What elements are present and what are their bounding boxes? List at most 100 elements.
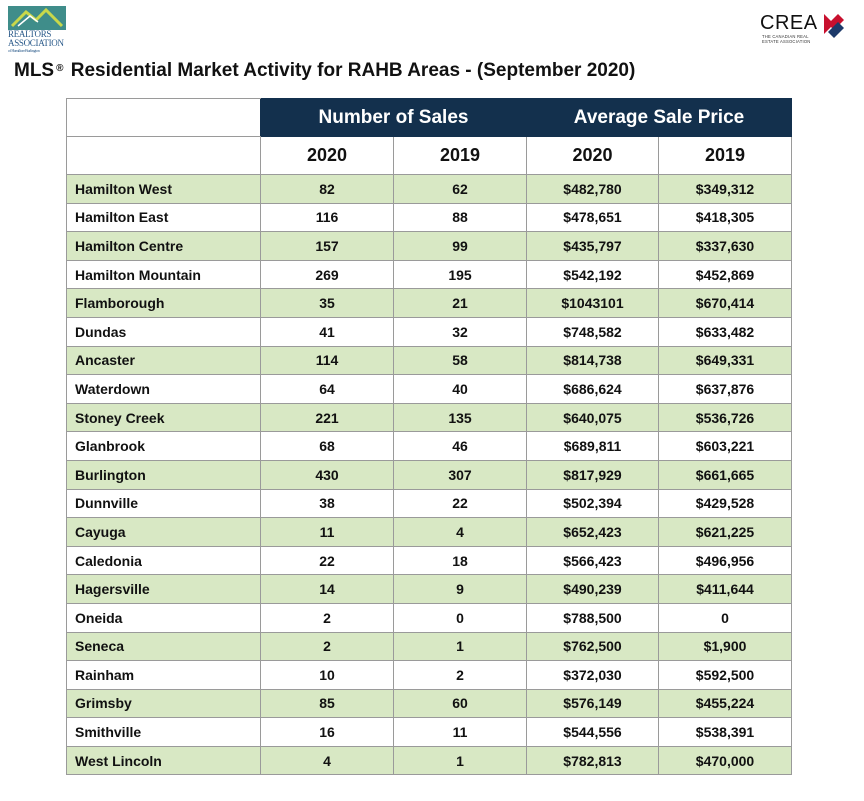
cell-area: Hamilton Mountain: [66, 259, 261, 290]
house-roof-icon: [8, 6, 66, 30]
cell-area: Flamborough: [66, 288, 261, 318]
cell-sales-2019: 1: [393, 631, 527, 662]
cell-sales-2019: 32: [393, 316, 527, 347]
crea-subtitle: THE CANADIAN REAL ESTATE ASSOCIATION: [762, 34, 832, 44]
cell-sales-2020: 64: [260, 374, 394, 404]
cell-price-2019: $633,482: [658, 316, 792, 347]
cell-sales-2019: 88: [393, 202, 527, 233]
cell-price-2020: $817,929: [526, 459, 659, 490]
crea-diamond-icon: [824, 14, 844, 38]
cell-price-2020: $686,624: [526, 374, 659, 404]
cell-area: Hamilton West: [66, 174, 261, 204]
year-header-price-2020: 2020: [526, 136, 659, 175]
cell-price-2019: $536,726: [658, 402, 792, 433]
crea-sub-line-1: THE CANADIAN REAL: [762, 34, 809, 39]
realtors-logo-text: REALTORS ASSOCIATION of Hamilton-Burling…: [8, 30, 70, 54]
table-row: Hamilton East 116 88 $478,651 $418,305: [66, 202, 792, 233]
cell-price-2019: $661,665: [658, 459, 792, 490]
year-header-row: 2020 2019 2020 2019: [66, 136, 792, 175]
cell-sales-2019: 18: [393, 545, 527, 576]
cell-price-2020: $490,239: [526, 574, 659, 604]
cell-price-2020: $478,651: [526, 202, 659, 233]
cell-sales-2020: 85: [260, 688, 394, 719]
cell-sales-2020: 11: [260, 517, 394, 547]
table-row: West Lincoln 4 1 $782,813 $470,000: [66, 745, 792, 776]
table-row: Flamborough 35 21 $1043101 $670,414: [66, 288, 792, 318]
cell-price-2020: $788,500: [526, 602, 659, 633]
group-header-row: Number of Sales Average Sale Price: [66, 98, 792, 137]
cell-price-2019: $337,630: [658, 231, 792, 261]
cell-sales-2020: 82: [260, 174, 394, 204]
cell-area: Dundas: [66, 316, 261, 347]
average-sale-price-header: Average Sale Price: [526, 98, 792, 137]
cell-sales-2019: 62: [393, 174, 527, 204]
cell-price-2019: $452,869: [658, 259, 792, 290]
cell-sales-2019: 4: [393, 517, 527, 547]
cell-sales-2019: 1: [393, 745, 527, 776]
cell-sales-2020: 14: [260, 574, 394, 604]
cell-price-2019: $592,500: [658, 660, 792, 690]
cell-sales-2020: 430: [260, 459, 394, 490]
year-header-sales-2020: 2020: [260, 136, 394, 175]
cell-price-2019: $621,225: [658, 517, 792, 547]
realtors-association-logo: REALTORS ASSOCIATION of Hamilton-Burling…: [8, 6, 70, 56]
cell-area: Burlington: [66, 459, 261, 490]
cell-sales-2019: 2: [393, 660, 527, 690]
cell-sales-2020: 2: [260, 602, 394, 633]
cell-sales-2019: 40: [393, 374, 527, 404]
cell-sales-2020: 157: [260, 231, 394, 261]
cell-price-2019: $349,312: [658, 174, 792, 204]
crea-sub-line-2: ESTATE ASSOCIATION: [762, 39, 811, 44]
cell-sales-2019: 58: [393, 345, 527, 376]
cell-area: Smithville: [66, 717, 261, 747]
cell-sales-2019: 22: [393, 488, 527, 519]
table-row: Dundas 41 32 $748,582 $633,482: [66, 316, 792, 347]
cell-sales-2020: 2: [260, 631, 394, 662]
cell-price-2019: $429,528: [658, 488, 792, 519]
cell-area: Stoney Creek: [66, 402, 261, 433]
table-row: Cayuga 11 4 $652,423 $621,225: [66, 517, 792, 547]
cell-price-2019: $496,956: [658, 545, 792, 576]
table-row: Hagersville 14 9 $490,239 $411,644: [66, 574, 792, 604]
page-title: MLS ® Residential Market Activity for RAH…: [14, 60, 635, 82]
cell-sales-2019: 21: [393, 288, 527, 318]
cell-price-2019: $649,331: [658, 345, 792, 376]
cell-price-2019: $455,224: [658, 688, 792, 719]
cell-sales-2019: 0: [393, 602, 527, 633]
blank-header-cell: [66, 98, 261, 137]
cell-area: Hamilton Centre: [66, 231, 261, 261]
cell-sales-2020: 38: [260, 488, 394, 519]
table-row: Rainham 10 2 $372,030 $592,500: [66, 660, 792, 690]
cell-price-2019: $1,900: [658, 631, 792, 662]
cell-sales-2020: 221: [260, 402, 394, 433]
cell-sales-2019: 9: [393, 574, 527, 604]
table-row: Waterdown 64 40 $686,624 $637,876: [66, 374, 792, 404]
cell-price-2019: 0: [658, 602, 792, 633]
cell-price-2020: $372,030: [526, 660, 659, 690]
logo-line-3: of Hamilton-Burlington: [8, 48, 40, 53]
cell-area: Seneca: [66, 631, 261, 662]
cell-price-2020: $782,813: [526, 745, 659, 776]
cell-price-2020: $1043101: [526, 288, 659, 318]
cell-price-2020: $640,075: [526, 402, 659, 433]
table-row: Burlington 430 307 $817,929 $661,665: [66, 459, 792, 490]
cell-price-2019: $637,876: [658, 374, 792, 404]
year-header-sales-2019: 2019: [393, 136, 527, 175]
cell-sales-2020: 35: [260, 288, 394, 318]
cell-price-2020: $689,811: [526, 431, 659, 461]
cell-sales-2020: 68: [260, 431, 394, 461]
cell-sales-2020: 269: [260, 259, 394, 290]
cell-price-2019: $470,000: [658, 745, 792, 776]
table-row: Smithville 16 11 $544,556 $538,391: [66, 717, 792, 747]
cell-price-2019: $603,221: [658, 431, 792, 461]
cell-price-2020: $748,582: [526, 316, 659, 347]
table-row: Hamilton West 82 62 $482,780 $349,312: [66, 174, 792, 204]
cell-sales-2019: 11: [393, 717, 527, 747]
title-prefix: MLS: [14, 60, 55, 81]
registered-mark: ®: [56, 63, 64, 74]
table-row: Stoney Creek 221 135 $640,075 $536,726: [66, 402, 792, 433]
table-row: Glanbrook 68 46 $689,811 $603,221: [66, 431, 792, 461]
cell-price-2020: $566,423: [526, 545, 659, 576]
table-row: Grimsby 85 60 $576,149 $455,224: [66, 688, 792, 719]
market-activity-table: Number of Sales Average Sale Price 2020 …: [66, 98, 792, 776]
